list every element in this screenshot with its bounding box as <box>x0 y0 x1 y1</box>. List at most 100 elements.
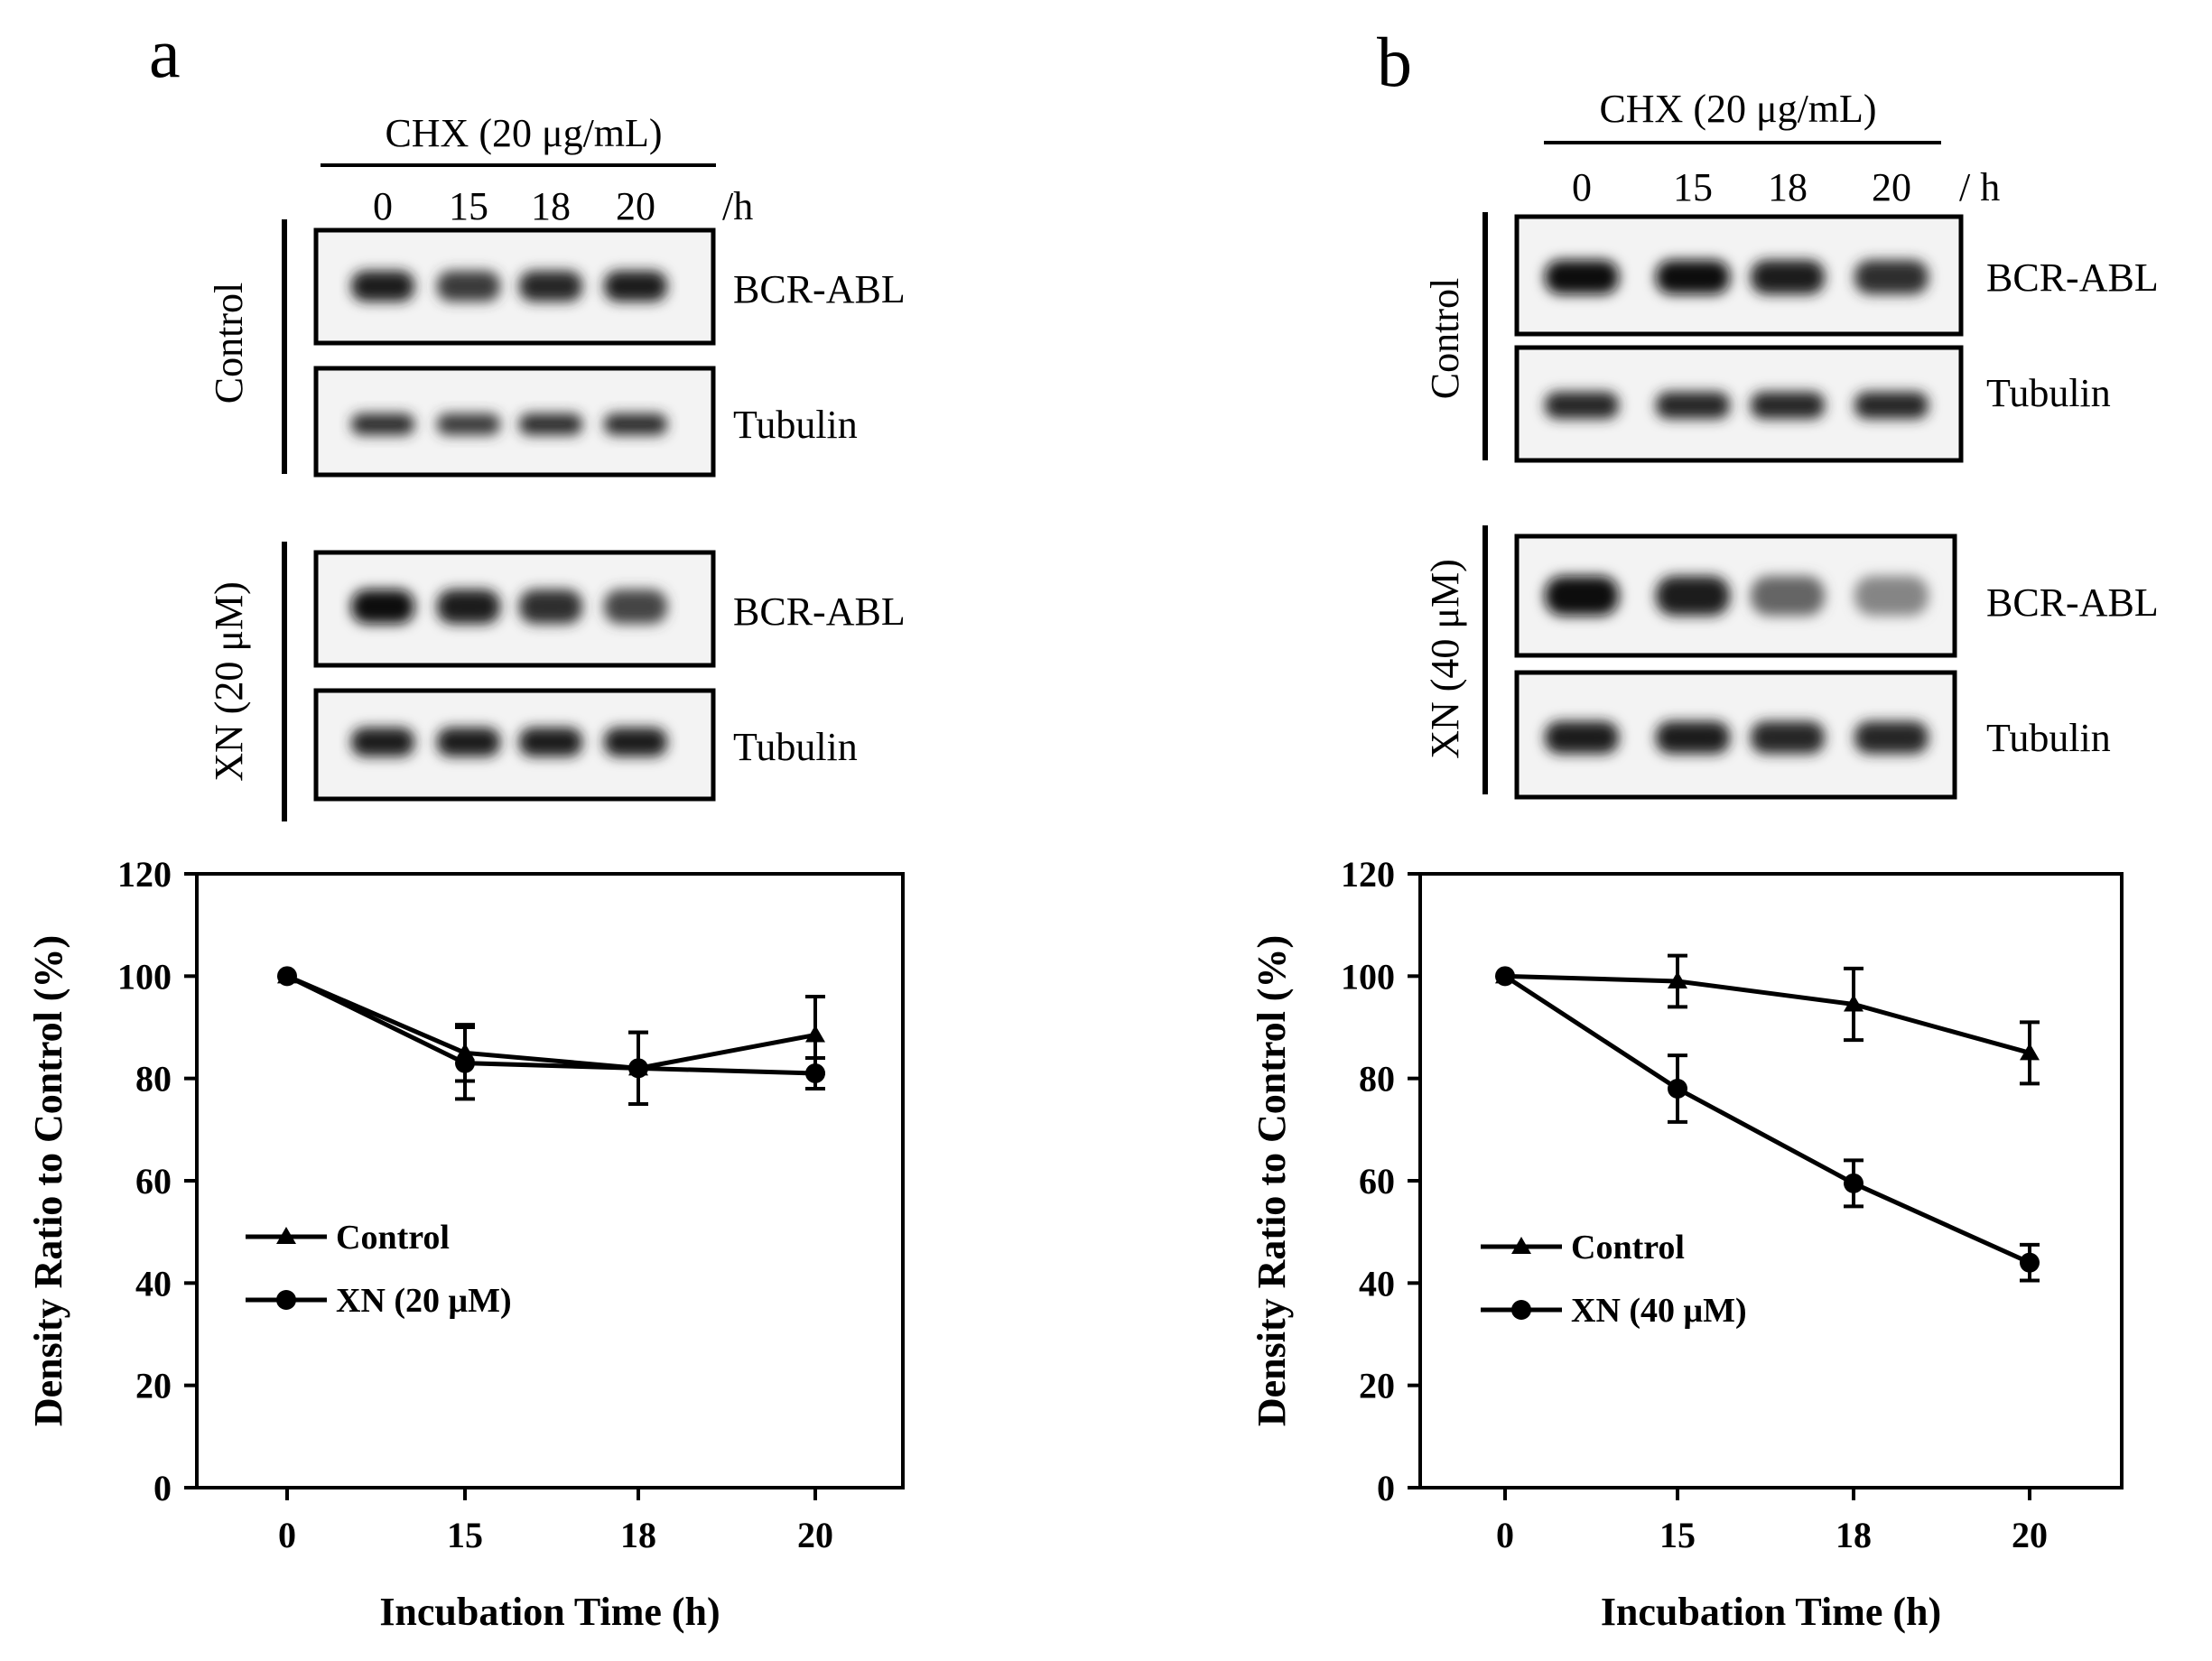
blot-band <box>437 271 500 302</box>
blot-band <box>1751 392 1825 419</box>
data-point-triangle <box>1511 1237 1531 1254</box>
panel-b-letter: b <box>1377 23 1412 101</box>
series-control <box>1495 953 2040 1086</box>
y-tick-label: 60 <box>135 1161 172 1202</box>
panel-b: b CHX (20 μg/mL) 0 15 18 20 / h Control … <box>1377 23 2159 800</box>
legend-entry: Control <box>246 1219 450 1257</box>
data-point-circle <box>628 1058 648 1079</box>
y-tick-label: 40 <box>135 1263 172 1304</box>
y-tick-label: 100 <box>1341 956 1395 997</box>
blot-band <box>1751 721 1825 754</box>
data-point-triangle <box>2020 1043 2040 1061</box>
legend-label: Control <box>336 1219 450 1257</box>
panel-b-lane-1: 15 <box>1673 165 1713 209</box>
panel-a-treatment-header: CHX (20 μg/mL) <box>385 111 662 155</box>
panel-a-protein-bcrabl-1: BCR-ABL <box>733 267 906 311</box>
blot-band <box>604 728 667 756</box>
blot-band <box>1854 721 1929 754</box>
x-axis-label: Incubation Time (h) <box>379 1590 720 1634</box>
series-xn <box>1495 966 2040 1283</box>
legend-label: XN (40 μM) <box>1571 1292 1747 1330</box>
panel-b-blot-xn-bcrabl <box>1514 534 1957 658</box>
panel-b-blot-control-bcrabl <box>1514 214 1964 337</box>
data-point-circle <box>277 966 297 987</box>
panel-a-lane-0: 0 <box>373 184 393 228</box>
legend-entry: XN (40 μM) <box>1481 1292 1747 1330</box>
x-tick-label: 18 <box>620 1515 656 1555</box>
y-axis-label: Density Ratio to Control (%) <box>26 935 70 1426</box>
blot-band <box>1854 260 1929 294</box>
y-tick-label: 120 <box>117 854 172 895</box>
blot-band <box>1545 260 1619 294</box>
blot-band <box>1656 721 1730 754</box>
x-tick-label: 18 <box>1836 1515 1872 1555</box>
blot-band <box>604 589 667 624</box>
data-point-circle <box>455 1053 475 1073</box>
panel-a: a CHX (20 μg/mL) 0 15 18 20 /h Control X… <box>149 14 906 821</box>
panel-a-chart: 0 20 40 60 80 100 120 0 15 18 20 Incubation Time (h… <box>26 854 905 1634</box>
panel-a-protein-bcrabl-2: BCR-ABL <box>733 589 906 634</box>
blot-band <box>1751 260 1825 294</box>
panel-b-protein-bcrabl-1: BCR-ABL <box>1986 255 2159 300</box>
panel-a-blot-control-bcrabl <box>313 227 716 346</box>
data-point-triangle <box>276 1227 296 1244</box>
data-point-circle <box>1495 966 1515 987</box>
y-tick-label: 100 <box>117 956 172 997</box>
panel-b-lane-2: 18 <box>1768 165 1808 209</box>
panel-a-protein-tubulin-2: Tubulin <box>733 725 858 769</box>
blot-band <box>351 271 414 302</box>
legend-label: XN (20 μM) <box>336 1282 512 1320</box>
x-tick-label: 20 <box>797 1515 833 1555</box>
y-tick-label: 0 <box>153 1468 172 1508</box>
x-tick-label: 15 <box>447 1515 483 1555</box>
y-tick-label: 60 <box>1359 1161 1395 1202</box>
blot-band <box>437 589 500 624</box>
panel-b-blot-xn-tubulin <box>1514 670 1957 800</box>
panel-a-time-unit: /h <box>722 184 753 228</box>
blot-band <box>351 413 414 435</box>
panel-b-blot-control-tubulin <box>1514 345 1964 463</box>
data-point-triangle <box>1668 971 1687 988</box>
data-point-triangle <box>805 1025 825 1043</box>
panel-b-control-label: Control <box>1423 278 1467 399</box>
data-point-circle <box>1668 1079 1687 1099</box>
panel-b-lane-3: 20 <box>1872 165 1911 209</box>
series-xn <box>277 966 825 1106</box>
blot-band <box>519 728 582 756</box>
blot-band <box>1854 576 1929 616</box>
panel-a-blot-control-tubulin <box>313 366 716 478</box>
legend-label: Control <box>1571 1229 1685 1267</box>
blot-band <box>1656 260 1730 294</box>
blot-band <box>1854 392 1929 419</box>
panel-a-lane-3: 20 <box>616 184 655 228</box>
panel-a-xn-label: XN (20 μM) <box>207 581 251 782</box>
panel-a-blot-xn-tubulin <box>313 688 716 802</box>
y-tick-label: 0 <box>1377 1468 1395 1508</box>
blot-band <box>519 413 582 435</box>
panel-a-blot-xn-bcrabl <box>313 550 716 668</box>
panel-b-treatment-header: CHX (20 μg/mL) <box>1599 87 1876 131</box>
series-line <box>1503 974 2031 1265</box>
x-tick-label: 0 <box>278 1515 296 1555</box>
y-tick-label: 80 <box>1359 1059 1395 1100</box>
panel-a-letter: a <box>149 14 181 92</box>
panel-b-protein-tubulin-2: Tubulin <box>1986 716 2111 760</box>
blot-band <box>519 271 582 302</box>
blot-band <box>1656 392 1730 419</box>
x-tick-label: 0 <box>1496 1515 1514 1555</box>
data-point-circle <box>276 1290 296 1310</box>
x-tick-label: 15 <box>1659 1515 1696 1555</box>
y-tick-label: 20 <box>1359 1366 1395 1406</box>
y-tick-label: 80 <box>135 1059 172 1100</box>
x-tick-label: 20 <box>2012 1515 2048 1555</box>
plot-frame <box>1418 872 2124 1489</box>
panel-a-lane-1: 15 <box>449 184 488 228</box>
panel-b-chart: 0 20 40 60 80 100 120 0 15 18 20 Incubation Time (h… <box>1250 854 2124 1634</box>
series-line <box>1504 973 2031 1055</box>
blot-band <box>604 271 667 302</box>
y-tick-label: 120 <box>1341 854 1395 895</box>
blot-band <box>437 413 500 435</box>
panel-a-lane-2: 18 <box>531 184 571 228</box>
panel-b-protein-bcrabl-2: BCR-ABL <box>1986 580 2159 625</box>
